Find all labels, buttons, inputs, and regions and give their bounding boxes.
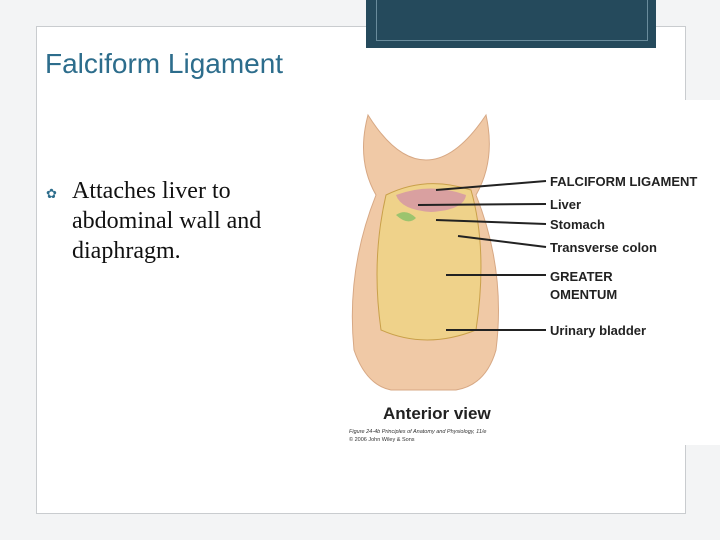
bullet-icon: ✿ (46, 186, 57, 201)
figure-label: OMENTUM (550, 287, 617, 302)
liver (396, 188, 466, 212)
leader-lines (417, 180, 547, 331)
slide-title: Falciform Ligament (45, 48, 284, 79)
anatomy-figure: FALCIFORM LIGAMENT Liver Stomach Transve… (336, 100, 720, 445)
bullet-text: Attaches liver to abdominal wall and dia… (72, 178, 262, 264)
figure-label: Liver (550, 197, 581, 212)
gallbladder (396, 212, 416, 222)
figure-caption: Anterior view (383, 404, 491, 423)
figure-label: Stomach (550, 217, 605, 232)
figure-credit: Figure 24-4b Principles of Anatomy and P… (349, 429, 486, 435)
figure-label: GREATER (550, 269, 613, 284)
figure-label: FALCIFORM LIGAMENT (550, 174, 697, 189)
header-bar-outline (376, 0, 648, 41)
figure-credit: © 2006 John Wiley & Sons (349, 436, 415, 443)
figure-label: Urinary bladder (550, 323, 646, 338)
figure-label: Transverse colon (550, 240, 657, 255)
